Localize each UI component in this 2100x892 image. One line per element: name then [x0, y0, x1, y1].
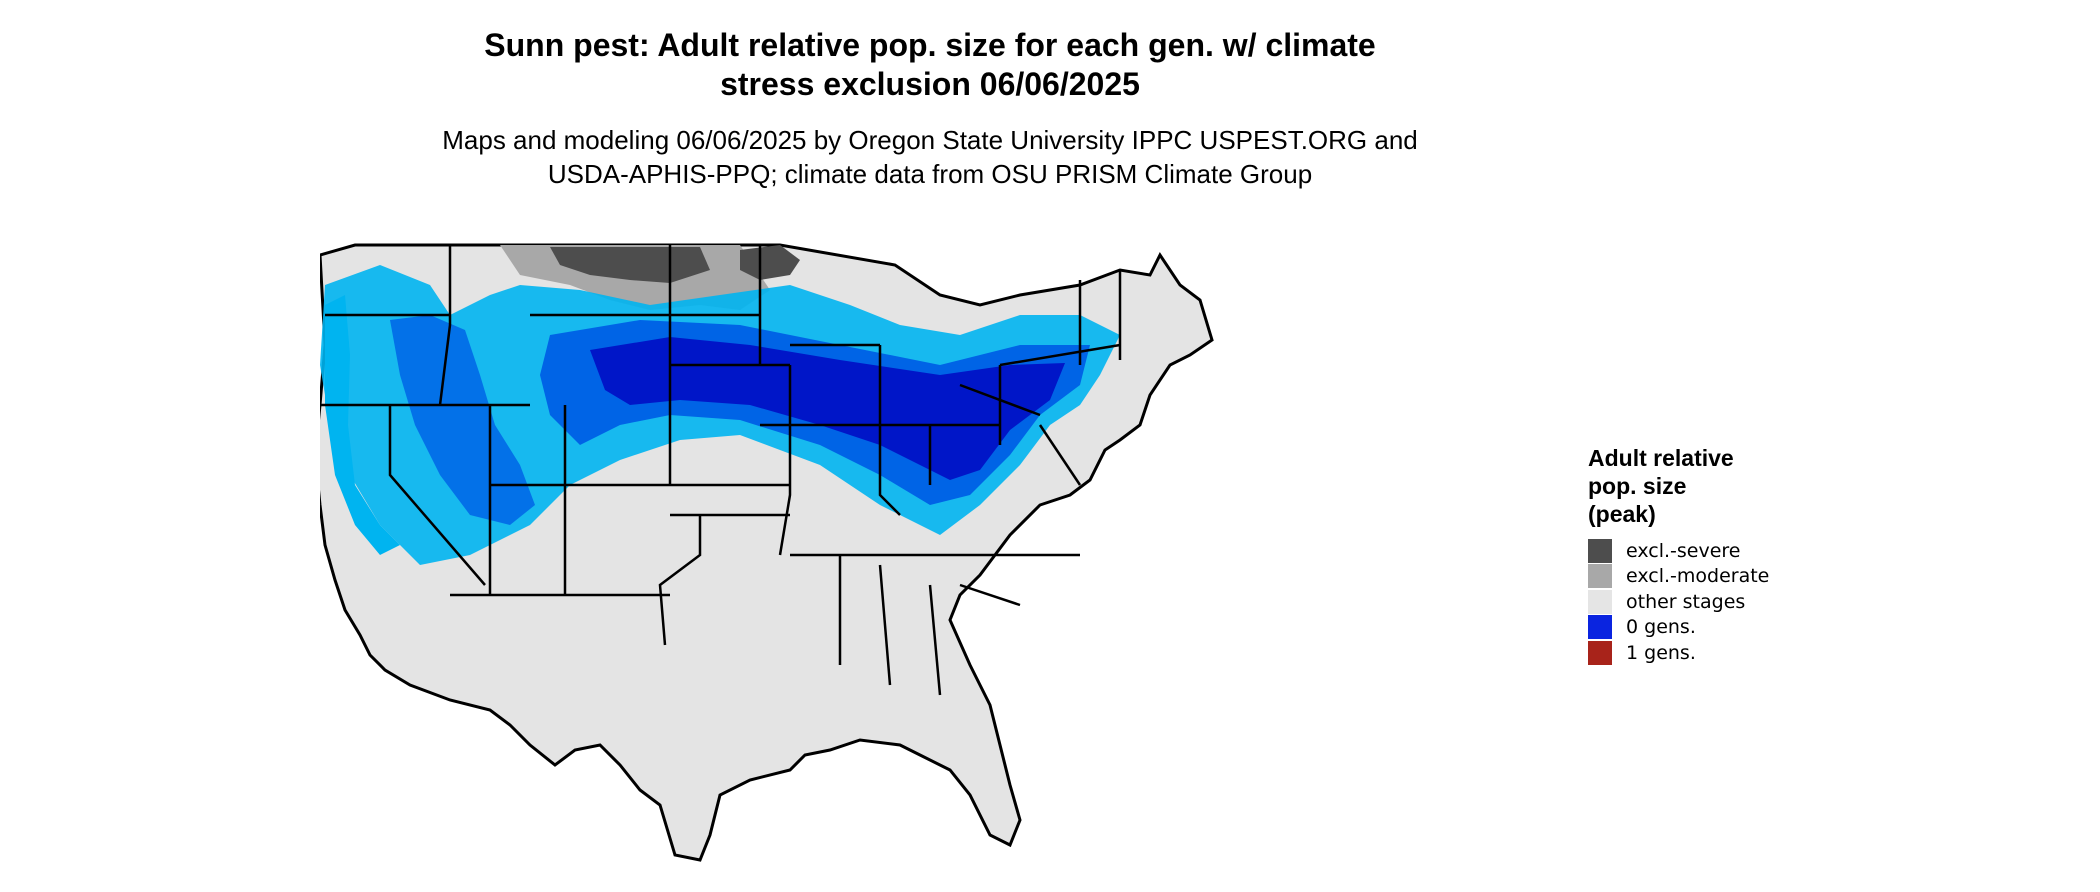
state-borders	[320, 245, 1122, 696]
legend: Adult relative pop. size (peak) excl.-se…	[1588, 444, 1828, 666]
excl-severe-zone-mn	[740, 245, 800, 280]
title-line-2: stress exclusion 06/06/2025	[720, 66, 1140, 102]
legend-label-1-gens: 1 gens.	[1626, 641, 1696, 664]
chart-subtitle: Maps and modeling 06/06/2025 by Oregon S…	[350, 123, 1510, 191]
legend-swatch-excl-severe	[1588, 538, 1612, 563]
legend-label-other-stages: other stages	[1626, 590, 1746, 613]
legend-title-line-1: Adult relative	[1588, 445, 1734, 471]
subtitle-line-2: USDA-APHIS-PPQ; climate data from OSU PR…	[547, 159, 1313, 189]
pacific-coast-blue	[325, 295, 400, 555]
legend-swatch-excl-moderate	[1588, 564, 1612, 589]
legend-item-excl-moderate: excl.-moderate	[1588, 564, 1828, 590]
legend-item-other-stages: other stages	[1588, 589, 1828, 615]
legend-item-1-gens: 1 gens.	[1588, 640, 1828, 666]
title-line-1: Sunn pest: Adult relative pop. size for …	[484, 27, 1376, 63]
subtitle-line-1: Maps and modeling 06/06/2025 by Oregon S…	[442, 125, 1418, 155]
legend-swatch-other-stages	[1588, 589, 1612, 614]
legend-title-line-2: pop. size	[1588, 473, 1687, 499]
legend-swatch-1-gens	[1588, 640, 1612, 665]
legend-label-0-gens: 0 gens.	[1626, 616, 1696, 639]
legend-title-line-3: (peak)	[1588, 501, 1656, 527]
western-mountain-blue	[390, 315, 535, 525]
dark-blue-band	[590, 337, 1065, 480]
legend-swatch-0-gens	[1588, 615, 1612, 640]
legend-label-excl-moderate: excl.-moderate	[1626, 565, 1770, 588]
chart-title: Sunn pest: Adult relative pop. size for …	[350, 26, 1510, 104]
us-map	[320, 243, 1214, 862]
legend-label-excl-severe: excl.-severe	[1626, 539, 1741, 562]
legend-item-0-gens: 0 gens.	[1588, 615, 1828, 641]
legend-item-excl-severe: excl.-severe	[1588, 538, 1828, 564]
legend-title: Adult relative pop. size (peak)	[1588, 444, 1828, 528]
